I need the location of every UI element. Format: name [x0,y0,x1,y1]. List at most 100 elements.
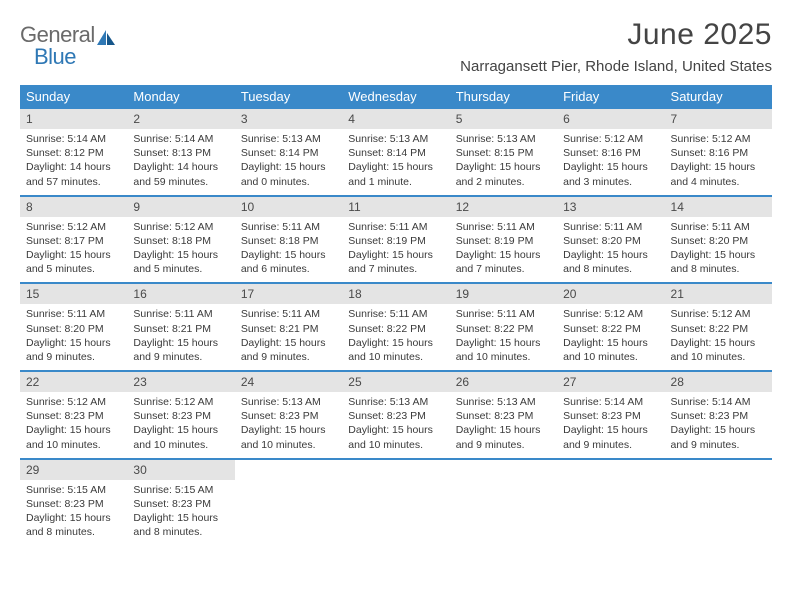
day-info: Sunrise: 5:11 AMSunset: 8:20 PMDaylight:… [20,304,127,370]
day-number: 8 [20,197,127,217]
day-cell: 20Sunrise: 5:12 AMSunset: 8:22 PMDayligh… [557,284,664,370]
sunrise-line: Sunrise: 5:13 AM [456,132,551,146]
location-text: Narragansett Pier, Rhode Island, United … [460,58,772,75]
day-number: 24 [235,372,342,392]
day-number: 12 [450,197,557,217]
day-number: 17 [235,284,342,304]
sunset-line: Sunset: 8:13 PM [133,146,228,160]
day-cell-empty [557,460,664,546]
day-info: Sunrise: 5:11 AMSunset: 8:22 PMDaylight:… [450,304,557,370]
day-cell: 14Sunrise: 5:11 AMSunset: 8:20 PMDayligh… [665,197,772,283]
daylight-line: Daylight: 15 hours and 10 minutes. [348,423,443,451]
daylight-line: Daylight: 15 hours and 8 minutes. [133,511,228,539]
day-cell: 21Sunrise: 5:12 AMSunset: 8:22 PMDayligh… [665,284,772,370]
sunset-line: Sunset: 8:23 PM [26,409,121,423]
sunrise-line: Sunrise: 5:12 AM [133,220,228,234]
daylight-line: Daylight: 15 hours and 9 minutes. [26,336,121,364]
week-row: 1Sunrise: 5:14 AMSunset: 8:12 PMDaylight… [20,109,772,197]
day-cell: 10Sunrise: 5:11 AMSunset: 8:18 PMDayligh… [235,197,342,283]
day-info: Sunrise: 5:11 AMSunset: 8:21 PMDaylight:… [127,304,234,370]
day-cell: 27Sunrise: 5:14 AMSunset: 8:23 PMDayligh… [557,372,664,458]
weekday-header-row: SundayMondayTuesdayWednesdayThursdayFrid… [20,85,772,109]
sunset-line: Sunset: 8:22 PM [671,322,766,336]
daylight-line: Daylight: 15 hours and 7 minutes. [456,248,551,276]
sunrise-line: Sunrise: 5:12 AM [26,220,121,234]
sunrise-line: Sunrise: 5:11 AM [671,220,766,234]
day-cell: 18Sunrise: 5:11 AMSunset: 8:22 PMDayligh… [342,284,449,370]
day-cell: 24Sunrise: 5:13 AMSunset: 8:23 PMDayligh… [235,372,342,458]
sunrise-line: Sunrise: 5:12 AM [671,132,766,146]
sunset-line: Sunset: 8:23 PM [133,409,228,423]
sunset-line: Sunset: 8:22 PM [456,322,551,336]
day-number: 9 [127,197,234,217]
day-info: Sunrise: 5:13 AMSunset: 8:23 PMDaylight:… [342,392,449,458]
day-number: 11 [342,197,449,217]
day-info: Sunrise: 5:11 AMSunset: 8:20 PMDaylight:… [665,217,772,283]
sunrise-line: Sunrise: 5:14 AM [133,132,228,146]
weekday-header: Thursday [450,85,557,109]
daylight-line: Daylight: 15 hours and 9 minutes. [671,423,766,451]
week-row: 15Sunrise: 5:11 AMSunset: 8:20 PMDayligh… [20,284,772,372]
day-cell: 17Sunrise: 5:11 AMSunset: 8:21 PMDayligh… [235,284,342,370]
day-cell: 3Sunrise: 5:13 AMSunset: 8:14 PMDaylight… [235,109,342,195]
day-number: 10 [235,197,342,217]
day-info: Sunrise: 5:11 AMSunset: 8:22 PMDaylight:… [342,304,449,370]
sunset-line: Sunset: 8:14 PM [241,146,336,160]
sunrise-line: Sunrise: 5:11 AM [26,307,121,321]
day-info: Sunrise: 5:12 AMSunset: 8:16 PMDaylight:… [557,129,664,195]
day-info: Sunrise: 5:15 AMSunset: 8:23 PMDaylight:… [127,480,234,546]
day-number: 25 [342,372,449,392]
sunset-line: Sunset: 8:23 PM [348,409,443,423]
week-row: 8Sunrise: 5:12 AMSunset: 8:17 PMDaylight… [20,197,772,285]
day-number: 16 [127,284,234,304]
title-block: June 2025 Narragansett Pier, Rhode Islan… [460,18,772,75]
sunrise-line: Sunrise: 5:11 AM [348,307,443,321]
day-info: Sunrise: 5:14 AMSunset: 8:13 PMDaylight:… [127,129,234,195]
sunrise-line: Sunrise: 5:11 AM [133,307,228,321]
daylight-line: Daylight: 15 hours and 10 minutes. [241,423,336,451]
day-cell: 7Sunrise: 5:12 AMSunset: 8:16 PMDaylight… [665,109,772,195]
sunrise-line: Sunrise: 5:11 AM [563,220,658,234]
day-info: Sunrise: 5:12 AMSunset: 8:16 PMDaylight:… [665,129,772,195]
sunset-line: Sunset: 8:14 PM [348,146,443,160]
sunrise-line: Sunrise: 5:13 AM [241,132,336,146]
day-info: Sunrise: 5:11 AMSunset: 8:19 PMDaylight:… [342,217,449,283]
sunrise-line: Sunrise: 5:13 AM [348,395,443,409]
day-cell: 30Sunrise: 5:15 AMSunset: 8:23 PMDayligh… [127,460,234,546]
logo-sail-icon [95,28,117,48]
daylight-line: Daylight: 15 hours and 10 minutes. [671,336,766,364]
day-info: Sunrise: 5:12 AMSunset: 8:22 PMDaylight:… [665,304,772,370]
daylight-line: Daylight: 15 hours and 7 minutes. [348,248,443,276]
daylight-line: Daylight: 15 hours and 8 minutes. [671,248,766,276]
sunrise-line: Sunrise: 5:11 AM [348,220,443,234]
weekday-header: Monday [127,85,234,109]
daylight-line: Daylight: 15 hours and 2 minutes. [456,160,551,188]
day-cell: 1Sunrise: 5:14 AMSunset: 8:12 PMDaylight… [20,109,127,195]
sunrise-line: Sunrise: 5:14 AM [563,395,658,409]
day-number: 19 [450,284,557,304]
day-number: 13 [557,197,664,217]
day-info: Sunrise: 5:14 AMSunset: 8:23 PMDaylight:… [665,392,772,458]
sunset-line: Sunset: 8:16 PM [671,146,766,160]
day-cell: 26Sunrise: 5:13 AMSunset: 8:23 PMDayligh… [450,372,557,458]
daylight-line: Daylight: 15 hours and 5 minutes. [133,248,228,276]
day-info: Sunrise: 5:13 AMSunset: 8:23 PMDaylight:… [450,392,557,458]
month-title: June 2025 [460,18,772,52]
daylight-line: Daylight: 15 hours and 8 minutes. [563,248,658,276]
day-cell-empty [665,460,772,546]
daylight-line: Daylight: 14 hours and 57 minutes. [26,160,121,188]
day-number: 20 [557,284,664,304]
day-cell: 12Sunrise: 5:11 AMSunset: 8:19 PMDayligh… [450,197,557,283]
day-info: Sunrise: 5:12 AMSunset: 8:23 PMDaylight:… [20,392,127,458]
sunrise-line: Sunrise: 5:15 AM [26,483,121,497]
day-cell: 8Sunrise: 5:12 AMSunset: 8:17 PMDaylight… [20,197,127,283]
daylight-line: Daylight: 15 hours and 9 minutes. [241,336,336,364]
sunset-line: Sunset: 8:16 PM [563,146,658,160]
daylight-line: Daylight: 15 hours and 10 minutes. [26,423,121,451]
day-number: 1 [20,109,127,129]
sunset-line: Sunset: 8:17 PM [26,234,121,248]
day-info: Sunrise: 5:12 AMSunset: 8:17 PMDaylight:… [20,217,127,283]
daylight-line: Daylight: 15 hours and 9 minutes. [563,423,658,451]
header: General Blue June 2025 Narragansett Pier… [20,18,772,75]
sunrise-line: Sunrise: 5:11 AM [241,220,336,234]
